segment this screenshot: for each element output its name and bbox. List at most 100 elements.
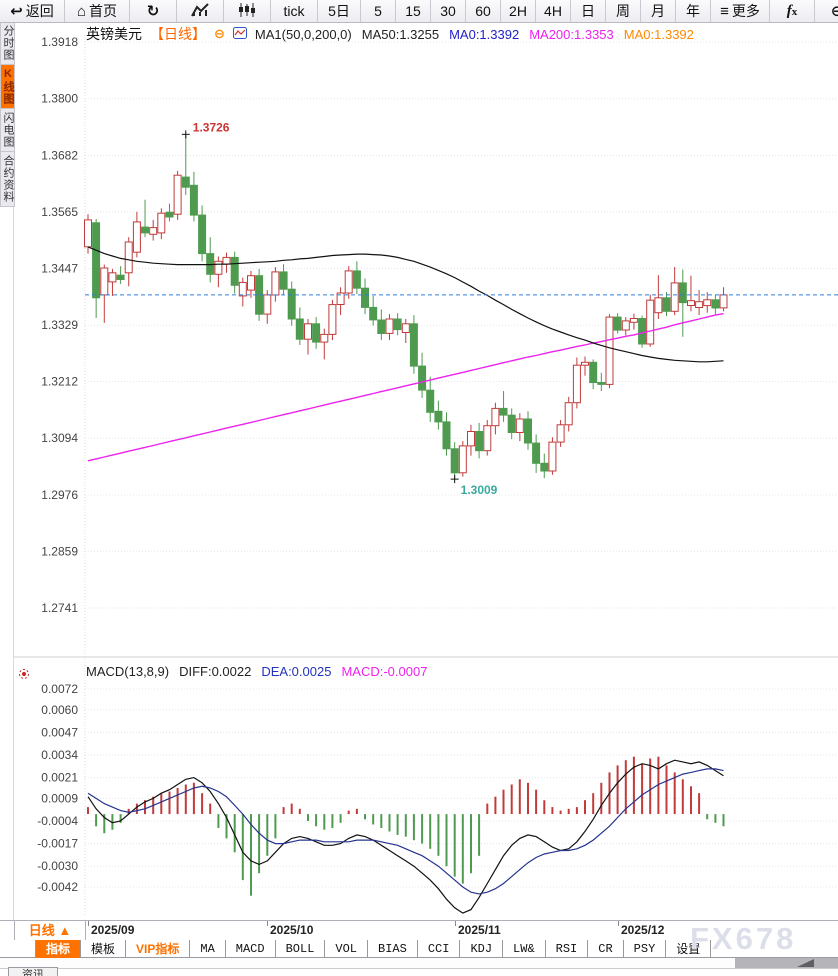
tab-cci[interactable]: CCI — [418, 940, 461, 958]
month-label-0: 2025/09 — [91, 923, 135, 937]
horizontal-scrollbar[interactable] — [0, 958, 838, 969]
home-button-label: 首页 — [89, 3, 118, 19]
svg-text:-0.0004: -0.0004 — [37, 814, 78, 828]
period-60[interactable]: 60 — [466, 0, 501, 22]
line-chart-button[interactable] — [177, 0, 224, 22]
chart-type-sidebar: 分时图 K线图 闪电图 合约资料 — [0, 22, 15, 207]
tab-boll[interactable]: BOLL — [276, 940, 326, 958]
svg-text:1.3094: 1.3094 — [41, 431, 78, 445]
macd-lines — [87, 759, 724, 914]
period-tick[interactable]: tick — [271, 0, 318, 22]
news-tab[interactable]: 资讯 — [8, 967, 58, 976]
period-month-label: 月 — [651, 3, 665, 19]
line-chart-icon — [190, 2, 210, 20]
tab-bias[interactable]: BIAS — [368, 940, 418, 958]
tab-rsi[interactable]: RSI — [546, 940, 589, 958]
period-tag: 【日线】 — [150, 26, 206, 42]
resize-handle-icon[interactable] — [797, 959, 814, 967]
tab-psy[interactable]: PSY — [624, 940, 667, 958]
home-icon: ⌂ — [76, 2, 87, 20]
svg-text:1.2741: 1.2741 — [41, 601, 78, 615]
tab-vol[interactable]: VOL — [325, 940, 369, 958]
macd-histogram — [87, 756, 725, 896]
tab-kdj[interactable]: KDJ — [460, 940, 504, 958]
sidebar-item-lightning-chart[interactable]: 闪电图 — [0, 109, 15, 152]
fx-icon: fx — [786, 2, 798, 19]
ma-legend-item-2: MA0:1.3392 — [449, 26, 520, 42]
ma-legend-item-4: MA0:1.3392 — [623, 26, 694, 42]
back-icon: ↩ — [10, 2, 23, 20]
period-5d[interactable]: 5日 — [318, 0, 361, 22]
month-label-1: 2025/10 — [270, 923, 314, 937]
svg-text:0.0009: 0.0009 — [41, 791, 78, 805]
month-label-3: 2025/12 — [621, 923, 665, 937]
period-selector-button[interactable]: 日线 ▲ — [14, 921, 86, 940]
more-button[interactable]: ≡ 更多 — [711, 0, 770, 22]
tab-vip-indicator[interactable]: VIP指标 — [126, 940, 191, 958]
price-pane-header: 英镑美元 【日线】 ⊖ MA1(50,0,200,0) MA50:1.3255 MA… — [86, 24, 694, 44]
chart-canvas[interactable]: 1.3918 1.3800 1.3682 1.3565 1.3447 1.3329 1.32… — [0, 0, 838, 920]
period-15[interactable]: 15 — [396, 0, 431, 22]
scrollbar-thumb[interactable] — [735, 958, 838, 968]
svg-text:1.3447: 1.3447 — [41, 262, 78, 276]
period-week-label: 周 — [616, 3, 630, 19]
indicator-settings-icon[interactable] — [17, 667, 31, 686]
svg-text:-0.0042: -0.0042 — [37, 880, 78, 894]
period-year[interactable]: 年 — [676, 0, 711, 22]
period-week[interactable]: 周 — [606, 0, 641, 22]
back-button-label: 返回 — [25, 3, 54, 19]
period-4h-label: 4H — [544, 3, 562, 19]
home-button[interactable]: ⌂ 首页 — [65, 0, 130, 22]
period-tick-label: tick — [283, 3, 305, 19]
candlestick-button[interactable] — [224, 0, 271, 22]
sidebar-item-time-chart[interactable]: 分时图 — [0, 22, 15, 65]
tab-cr[interactable]: CR — [588, 940, 624, 958]
candlesticks — [84, 134, 728, 480]
month-label-2: 2025/11 — [458, 923, 501, 937]
svg-text:1.3918: 1.3918 — [41, 35, 78, 49]
refresh-button[interactable]: ↻ — [130, 0, 177, 22]
period-5[interactable]: 5 — [361, 0, 396, 22]
tab-settings[interactable]: 设置 — [666, 940, 712, 958]
period-4h[interactable]: 4H — [536, 0, 571, 22]
zoom-out-icon: ⊖ — [830, 2, 838, 20]
tab-macd[interactable]: MACD — [226, 940, 276, 958]
period-year-label: 年 — [686, 3, 700, 19]
svg-text:-0.0030: -0.0030 — [37, 859, 78, 873]
zoom-out-button[interactable]: ⊖ — [815, 0, 838, 22]
macd-legend-item-3: MACD:-0.0007 — [341, 664, 428, 679]
tab-indicator[interactable]: 指标 — [35, 940, 82, 958]
svg-text:0.0047: 0.0047 — [41, 725, 78, 739]
svg-text:1.3800: 1.3800 — [41, 92, 78, 106]
left-rail-divider — [13, 22, 14, 920]
svg-text:1.3329: 1.3329 — [41, 318, 78, 332]
macd-legend-item-0: MACD(13,8,9) — [86, 664, 170, 679]
period-5d-label: 5日 — [328, 3, 350, 19]
tab-lw[interactable]: LW& — [503, 940, 546, 958]
period-30[interactable]: 30 — [431, 0, 466, 22]
menu-icon: ≡ — [720, 2, 729, 20]
period-month[interactable]: 月 — [641, 0, 676, 22]
sidebar-item-kline-chart[interactable]: K线图 — [0, 65, 15, 109]
tab-ma[interactable]: MA — [190, 940, 226, 958]
period-2h[interactable]: 2H — [501, 0, 536, 22]
fx-button[interactable]: fx — [770, 0, 815, 22]
svg-text:-0.0017: -0.0017 — [37, 837, 78, 851]
ma-legend-item-0: MA1(50,0,200,0) — [254, 26, 352, 42]
back-button[interactable]: ↩ 返回 — [0, 0, 65, 22]
period-day[interactable]: 日 — [571, 0, 606, 22]
month-tick — [88, 921, 89, 926]
svg-text:1.3726: 1.3726 — [193, 120, 230, 134]
sidebar-item-contract-info[interactable]: 合约资料 — [0, 152, 15, 207]
collapse-pane-icon[interactable]: ⊖ — [214, 26, 225, 41]
more-button-label: 更多 — [731, 3, 760, 19]
period-30-label: 30 — [440, 3, 456, 19]
ma-legend: MA1(50,0,200,0) MA50:1.3255 MA0:1.3392 MA20… — [255, 27, 694, 42]
period-day-label: 日 — [581, 3, 595, 19]
tab-template[interactable]: 模板 — [81, 940, 127, 958]
svg-text:0.0072: 0.0072 — [41, 682, 78, 696]
svg-text:0.0021: 0.0021 — [41, 771, 78, 785]
svg-text:1.3682: 1.3682 — [41, 149, 78, 163]
month-tick — [455, 921, 456, 926]
